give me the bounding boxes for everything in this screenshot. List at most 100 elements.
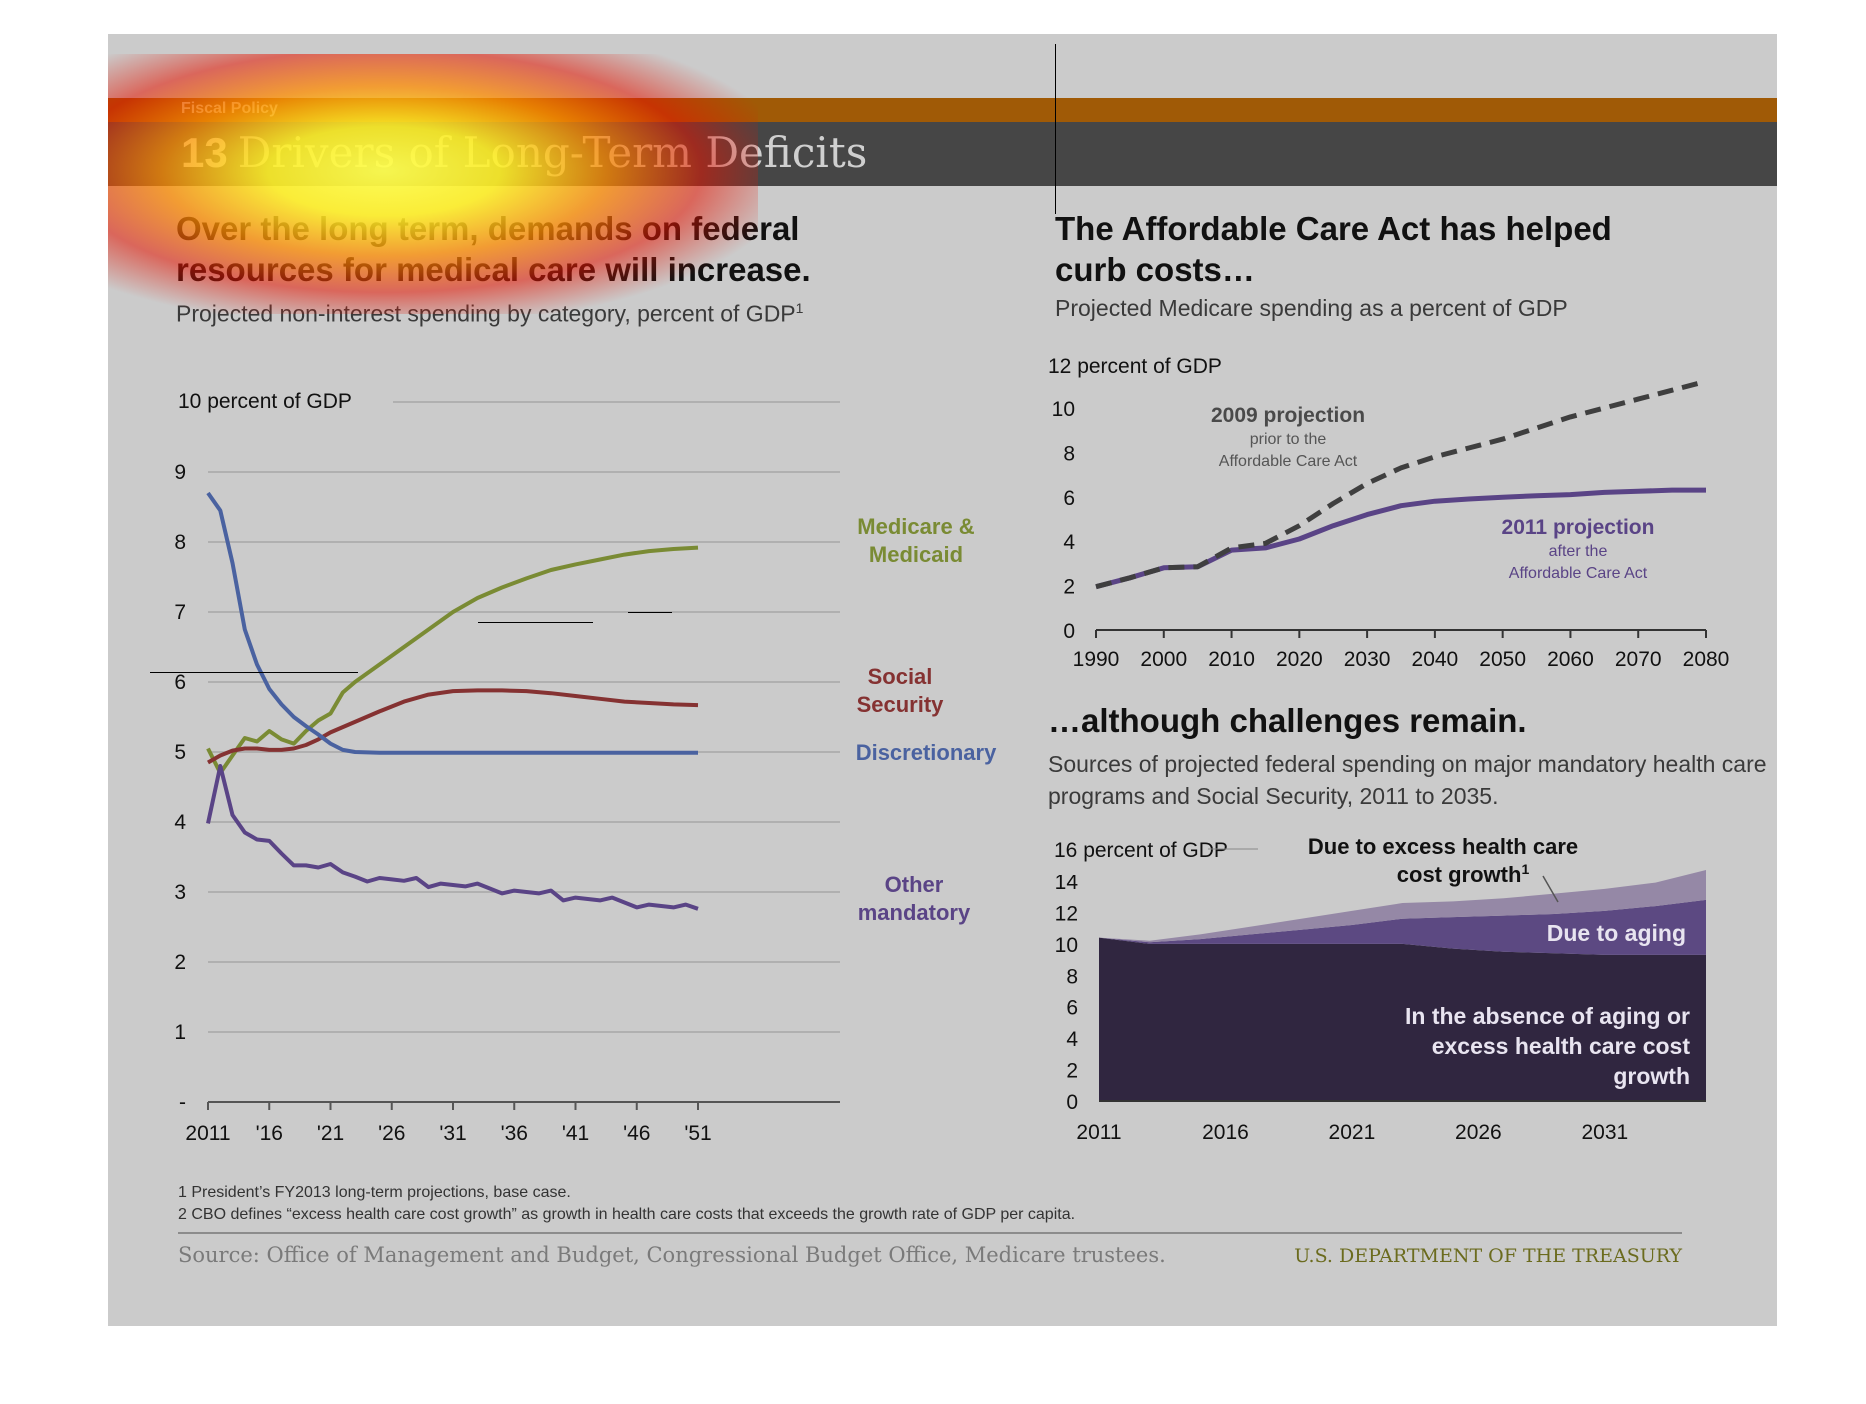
medicare-y-axis-label: 12 percent of GDP — [1048, 355, 1222, 378]
sources-area — [1099, 899, 1706, 955]
spending-series-label: Discretionary — [856, 740, 997, 765]
label-base-line3: growth — [1613, 1063, 1690, 1089]
footnote-2: 2 CBO defines “excess health care cost g… — [178, 1206, 1076, 1223]
label-excess-line2: cost growth1 — [1397, 861, 1530, 887]
spending-x-tick-label: '41 — [562, 1122, 589, 1145]
spending-series-label: Medicare & — [857, 514, 974, 539]
medicare-y-tick-label: 10 — [1052, 398, 1075, 421]
medicare-series-line — [1095, 378, 1707, 590]
label-base-line2: excess health care cost — [1432, 1033, 1691, 1059]
spending-y-tick-label: - — [179, 1091, 186, 1114]
sources-x-tick-label: 2011 — [1076, 1121, 1121, 1144]
spending-y-tick-label: 6 — [174, 671, 186, 694]
sources-x-tick-labels: 2011 2016 2021 2026 2031 — [1076, 1121, 1628, 1144]
spending-series-line — [206, 545, 699, 775]
stray-line — [628, 612, 672, 613]
right-top-subheading: Projected Medicare spending as a percent… — [1055, 295, 1568, 321]
spending-series-line — [206, 764, 699, 911]
sources-y-tick-label: 14 — [1055, 871, 1079, 894]
spending-series-label: Medicaid — [869, 542, 963, 567]
sources-y-tick-labels: 0 2 4 6 8 10 12 14 — [1055, 871, 1079, 1114]
source-note: Source: Office of Management and Budget,… — [178, 1243, 1166, 1267]
sources-y-axis-label: 16 percent of GDP — [1054, 839, 1228, 862]
stray-line — [478, 622, 593, 623]
right-bottom-heading: …although challenges remain. — [1048, 702, 1527, 739]
footer-rule — [178, 1232, 1682, 1234]
left-subheading-sup: 1 — [795, 300, 804, 316]
spending-x-tick-label: '31 — [439, 1122, 466, 1145]
spending-y-tick-labels: - 1 2 3 4 5 6 7 8 9 — [174, 461, 186, 1114]
spending-x-tick-label: '26 — [378, 1122, 405, 1145]
spending-series-line — [206, 491, 698, 755]
spending-x-tick-label: '16 — [256, 1122, 283, 1145]
spending-y-tick-label: 9 — [174, 461, 186, 484]
sources-area — [1099, 937, 1706, 1101]
medicare-series-lines — [1095, 378, 1707, 590]
label-excess-line1: Due to excess health care — [1308, 834, 1578, 859]
spending-y-tick-label: 7 — [174, 601, 186, 624]
footnote-1: 1 President’s FY2013 long-term projectio… — [178, 1184, 571, 1201]
sources-x-tick-label: 2021 — [1329, 1121, 1376, 1144]
spending-series-line — [207, 688, 699, 765]
annotation-2009-line3: Affordable Care Act — [1219, 453, 1358, 470]
medicare-projection-chart: 0 2 4 6 8 10 1990 2000 2010 2020 2030 2040 2050 2060… — [1048, 355, 1730, 671]
annotation-2011-line3: Affordable Care Act — [1509, 565, 1648, 582]
annotation-2009-line2: prior to the — [1250, 431, 1327, 448]
medicare-y-tick-label: 6 — [1063, 487, 1075, 510]
right-bottom-subheading-line2: programs and Social Security, 2011 to 20… — [1048, 783, 1499, 809]
medicare-y-tick-label: 4 — [1063, 531, 1075, 554]
medicare-x-tick-label: 2060 — [1547, 648, 1594, 671]
medicare-y-tick-label: 8 — [1063, 442, 1075, 465]
annotation-2011-title: 2011 projection — [1502, 516, 1655, 539]
sources-y-tick-label: 0 — [1066, 1091, 1078, 1114]
spending-y-tick-label: 3 — [174, 881, 186, 904]
spending-series-label: mandatory — [858, 900, 971, 925]
spending-series-label: Other — [885, 872, 944, 897]
spending-y-tick-label: 5 — [174, 741, 186, 764]
medicare-x-tick-label: 2050 — [1479, 648, 1526, 671]
medicare-x-tick-label: 1990 — [1073, 648, 1120, 671]
sources-y-tick-label: 12 — [1055, 902, 1078, 925]
medicare-x-tick-label: 2070 — [1615, 648, 1662, 671]
stray-line — [150, 672, 358, 673]
spending-x-tick-labels: 2011 '16 '21 '26 '31 '36 '41 '46 '51 — [185, 1102, 712, 1145]
annotation-2011-line2: after the — [1549, 543, 1608, 560]
sources-y-tick-label: 4 — [1066, 1028, 1078, 1051]
spending-gridlines — [208, 401, 840, 1103]
right-bottom-subheading: Sources of projected federal spending on… — [1048, 748, 1767, 812]
medicare-x-tick-label: 2030 — [1344, 648, 1391, 671]
right-top-heading-line2: curb costs… — [1055, 251, 1255, 288]
agency-label: U.S. DEPARTMENT OF THE TREASURY — [1294, 1245, 1682, 1267]
spending-series-lines — [206, 491, 699, 911]
excess-pointer-line — [1542, 875, 1559, 903]
medicare-x-tick-label: 2000 — [1140, 648, 1187, 671]
medicare-x-tick-label: 2020 — [1276, 648, 1323, 671]
spending-series-label: Security — [857, 692, 945, 717]
sources-area — [1099, 870, 1706, 943]
sources-y-label-bg — [1053, 849, 1203, 875]
spending-x-tick-label: '36 — [501, 1122, 528, 1145]
medicare-x-tick-label: 2080 — [1683, 648, 1730, 671]
spending-y-tick-label: 4 — [174, 811, 186, 834]
sources-y-tick-label: 8 — [1066, 965, 1078, 988]
vertical-marker-line — [1055, 44, 1056, 214]
sources-y-tick-label: 2 — [1066, 1060, 1078, 1083]
spending-x-tick-label: '21 — [317, 1122, 344, 1145]
spending-y-tick-label: 2 — [174, 951, 186, 974]
label-base-line1: In the absence of aging or — [1405, 1003, 1690, 1029]
spending-series-labels: Medicare & Medicaid Social Security Discreti… — [856, 514, 997, 925]
spending-y-tick-label: 1 — [174, 1021, 186, 1044]
spending-y-axis-label: 10 percent of GDP — [178, 390, 352, 413]
medicare-y-tick-label: 0 — [1063, 620, 1075, 643]
medicare-x-tick-label: 2040 — [1412, 648, 1459, 671]
right-top-heading-line1: The Affordable Care Act has helped — [1055, 210, 1612, 247]
spending-x-tick-label: '46 — [623, 1122, 650, 1145]
medicare-y-tick-label: 2 — [1063, 576, 1075, 599]
medicare-y-tick-labels: 0 2 4 6 8 10 — [1052, 398, 1076, 643]
medicare-x-tick-labels: 1990 2000 2010 2020 2030 2040 2050 2060 2070 2080 — [1073, 630, 1730, 671]
spending-x-tick-label: '51 — [684, 1122, 711, 1145]
spending-series-label: Social — [868, 664, 933, 689]
sources-areas — [1099, 870, 1706, 1102]
label-aging: Due to aging — [1547, 920, 1686, 946]
medicare-x-tick-label: 2010 — [1208, 648, 1255, 671]
